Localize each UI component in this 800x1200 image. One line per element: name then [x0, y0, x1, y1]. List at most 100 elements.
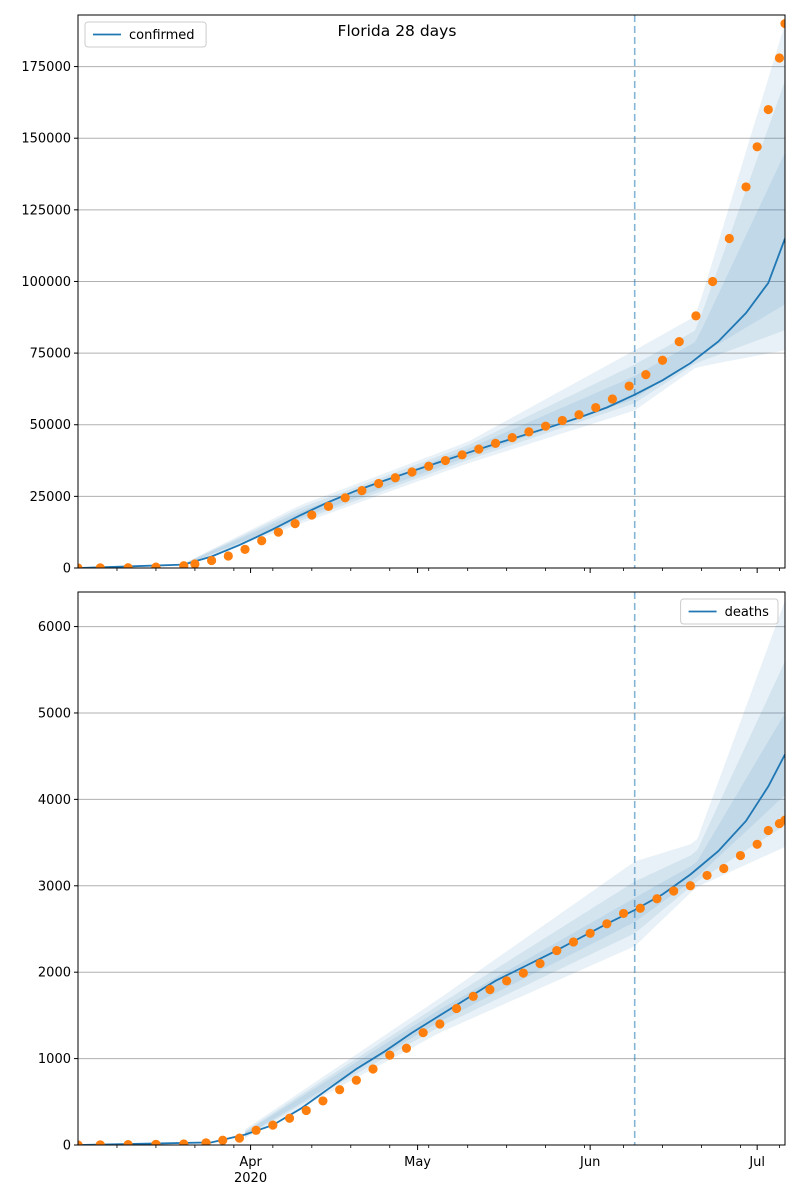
y-tick-label: 175000 — [21, 60, 71, 75]
observed-point — [702, 870, 712, 881]
observed-point — [763, 825, 773, 836]
observed-point — [440, 455, 451, 466]
y-tick-label: 25000 — [30, 490, 71, 505]
observed-point — [719, 863, 729, 874]
y-tick-label: 0 — [63, 562, 71, 577]
y-tick-label: 50000 — [30, 418, 71, 433]
observed-point — [123, 1139, 133, 1145]
legend: confirmed — [84, 21, 207, 48]
observed-point — [591, 402, 601, 413]
observed-point — [340, 493, 350, 503]
observed-point — [669, 886, 679, 896]
observed-point — [474, 444, 484, 454]
observed-point — [541, 421, 551, 431]
observed-point — [524, 427, 534, 437]
observed-point — [190, 559, 200, 568]
legend-box — [84, 21, 207, 48]
observed-point — [741, 182, 751, 192]
observed-point — [78, 1140, 83, 1145]
observed-point — [435, 1019, 445, 1029]
observed-point — [335, 1085, 345, 1095]
y-tick-label: 75000 — [30, 347, 71, 362]
observed-point — [752, 142, 762, 152]
observed-point — [641, 369, 651, 380]
observed-point — [574, 410, 584, 420]
observed-point — [123, 563, 133, 568]
observed-point — [518, 968, 528, 978]
observed-point — [407, 467, 417, 477]
y-tick-label: 2000 — [38, 966, 71, 981]
observed-point — [457, 450, 467, 460]
observed-point — [451, 1003, 462, 1014]
observed-point — [657, 355, 668, 365]
y-tick-label: 5000 — [38, 706, 71, 721]
y-tick-label: 0 — [63, 1139, 71, 1154]
observed-point — [179, 561, 189, 568]
observed-point — [424, 461, 434, 471]
observed-point — [774, 53, 785, 63]
plot-frame — [77, 14, 786, 569]
observed-point — [735, 850, 746, 861]
legend: deaths — [680, 598, 779, 625]
observed-point — [635, 903, 645, 913]
observed-point — [624, 381, 634, 391]
observed-point — [240, 544, 250, 554]
y-tick-label: 3000 — [38, 879, 71, 894]
observed-point — [95, 1140, 105, 1145]
model-series-line — [78, 753, 785, 1145]
x-tick-label: May — [404, 1155, 431, 1170]
observed-point — [95, 563, 105, 568]
observed-point — [585, 928, 595, 938]
observed-point — [552, 945, 562, 956]
legend-box — [680, 598, 779, 625]
observed-point — [607, 394, 618, 404]
observed-point — [752, 839, 762, 849]
observed-point — [201, 1138, 211, 1145]
x-tick-label: Jul — [748, 1155, 765, 1170]
observed-point — [390, 473, 400, 483]
observed-point — [691, 311, 701, 321]
observed-point — [485, 984, 495, 995]
observed-point — [401, 1043, 412, 1053]
observed-point — [374, 478, 384, 489]
y-tick-label: 100000 — [21, 275, 71, 290]
observed-point — [307, 510, 317, 520]
observed-point — [323, 501, 334, 511]
observed-point — [568, 937, 579, 947]
x-tick-sublabel: 2020 — [234, 1171, 267, 1186]
plot-area — [78, 15, 785, 568]
plot-frame — [77, 591, 786, 1146]
x-tick-label: Jun — [579, 1155, 600, 1170]
observed-point — [257, 536, 267, 546]
observed-point — [602, 919, 612, 929]
legend-label: deaths — [725, 605, 770, 620]
observed-point — [284, 1113, 295, 1123]
observed-point — [618, 908, 629, 919]
observed-point — [268, 1120, 278, 1130]
observed-point — [490, 438, 501, 448]
observed-point — [357, 486, 367, 496]
figure-title: Florida 28 days — [338, 22, 457, 40]
observed-point — [351, 1075, 361, 1085]
observed-point — [418, 1028, 428, 1038]
y-tick-label: 150000 — [21, 132, 71, 147]
observed-point — [223, 551, 233, 561]
observed-point — [780, 18, 785, 29]
observed-point — [151, 562, 161, 568]
observed-point — [763, 104, 773, 115]
observed-point — [708, 276, 718, 287]
y-tick-label: 6000 — [38, 620, 71, 635]
observed-point — [179, 1139, 189, 1145]
observed-point — [535, 958, 545, 969]
observed-point — [385, 1050, 395, 1060]
observed-point — [724, 233, 734, 244]
observed-point — [318, 1096, 328, 1106]
observed-point — [290, 518, 300, 529]
observed-point — [780, 815, 785, 825]
observed-point — [251, 1125, 261, 1135]
observed-point — [207, 555, 217, 566]
observed-point — [674, 337, 684, 347]
y-tick-label: 4000 — [38, 793, 71, 808]
